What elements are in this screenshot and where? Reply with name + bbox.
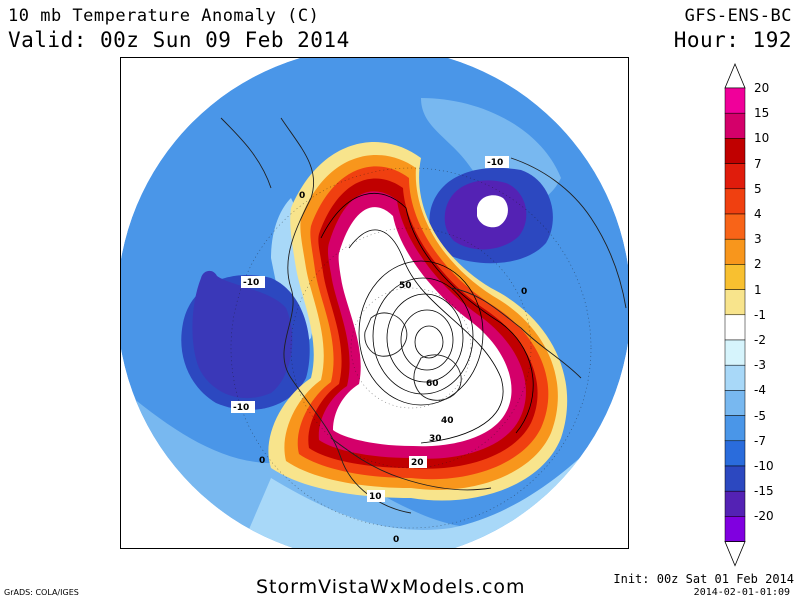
legend-swatch: [724, 465, 746, 492]
legend-swatch: [724, 415, 746, 442]
legend-swatch: [724, 264, 746, 290]
legend-swatch: [724, 112, 746, 139]
legend-label: 1: [754, 282, 762, 297]
anomaly-band-light-blue: [121, 388, 628, 548]
legend-swatch: [724, 289, 746, 316]
init-time: Init: 00z Sat 01 Feb 2014: [613, 572, 794, 586]
legend-label: -7: [754, 433, 766, 448]
legend-label: 3: [754, 232, 762, 247]
valid-time: Valid: 00z Sun 09 Feb 2014: [8, 28, 350, 52]
legend-label: 20: [754, 81, 770, 95]
anomaly-low-east-center: [477, 195, 508, 228]
legend-label: -4: [754, 383, 766, 398]
contour-label: 60: [426, 379, 439, 389]
grads-credit: GrADS: COLA/IGES: [4, 588, 79, 597]
legend-swatch: [724, 213, 746, 240]
legend-label: 2: [754, 257, 762, 272]
legend-swatch: [724, 339, 746, 366]
legend-swatch: [724, 440, 746, 467]
contour-label: 0: [393, 535, 399, 545]
legend-label: 10: [754, 131, 770, 146]
contour-label: 40: [441, 416, 454, 426]
legend-label: -15: [754, 484, 774, 499]
legend-swatch: [724, 390, 746, 416]
contour-label: 10: [369, 492, 382, 502]
legend-swatch: [724, 87, 746, 114]
warm-core-white: [333, 207, 512, 447]
legend-label: 7: [754, 156, 762, 171]
legend-label: 4: [754, 207, 762, 221]
contour-label: 0: [259, 456, 265, 466]
legend-swatch: [724, 516, 746, 542]
polar-map: -10 0 -10 -10 0 50 60 40 30 20 10 0 0: [121, 58, 628, 548]
contour-label: -10: [243, 278, 259, 288]
contour-label: -10: [487, 158, 503, 168]
legend-swatch: [724, 490, 746, 517]
map-title: 10 mb Temperature Anomaly (C): [8, 6, 320, 26]
legend-arrow-up: [724, 62, 746, 89]
contour-label: 20: [411, 458, 424, 468]
legend-label: -3: [754, 358, 766, 373]
contour-label: 50: [399, 281, 412, 291]
legend-swatch: [724, 364, 746, 391]
legend-label: -5: [754, 408, 766, 423]
contour-label: -10: [233, 403, 249, 413]
map-frame: -10 0 -10 -10 0 50 60 40 30 20 10 0 0: [120, 57, 629, 549]
contour-label: 0: [521, 287, 527, 297]
legend-swatch: [724, 314, 746, 341]
legend-label: 15: [754, 106, 770, 121]
legend-swatch: [724, 188, 746, 215]
contour-label: 30: [429, 434, 442, 444]
generated-timestamp: 2014-02-01-01:09: [693, 587, 790, 598]
anomaly-low-west-core: [192, 270, 293, 399]
legend-swatch: [724, 163, 746, 190]
model-name: GFS-ENS-BC: [684, 6, 792, 26]
legend-label: -20: [754, 509, 774, 524]
contour-label: 0: [299, 191, 305, 201]
legend-swatch: [724, 238, 746, 265]
color-legend-bar: [724, 62, 746, 567]
legend-label: 5: [754, 181, 762, 196]
legend-swatch: [724, 138, 746, 164]
legend-label: -2: [754, 333, 766, 347]
legend-label: -1: [754, 307, 766, 322]
legend-label: -10: [754, 459, 774, 473]
forecast-hour: Hour: 192: [673, 28, 792, 52]
site-name: StormVistaWxModels.com: [256, 576, 526, 598]
color-legend: 20 15 10 7 5 4 3 2 1 -1 -2 -3 -4 -5 -7 -10 -15 -20: [722, 62, 800, 572]
legend-arrow-down: [724, 541, 746, 567]
